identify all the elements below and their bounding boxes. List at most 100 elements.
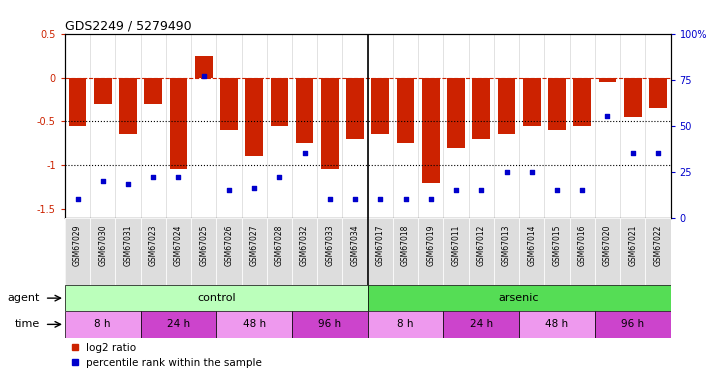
Text: GSM67015: GSM67015 xyxy=(552,224,562,266)
Bar xyxy=(598,78,616,82)
Bar xyxy=(245,78,263,156)
Bar xyxy=(519,311,595,338)
Point xyxy=(324,196,336,202)
Text: GSM67032: GSM67032 xyxy=(300,224,309,266)
Bar xyxy=(649,78,667,108)
Bar xyxy=(90,217,115,285)
Bar xyxy=(645,217,671,285)
Text: GSM67020: GSM67020 xyxy=(603,224,612,266)
Bar xyxy=(469,217,494,285)
Text: 8 h: 8 h xyxy=(397,320,414,329)
Text: GSM67016: GSM67016 xyxy=(578,224,587,266)
Bar xyxy=(144,78,162,104)
Bar xyxy=(220,78,238,130)
Text: 96 h: 96 h xyxy=(621,320,645,329)
Text: GSM67012: GSM67012 xyxy=(477,224,486,266)
Bar xyxy=(346,78,364,139)
Point xyxy=(552,187,563,193)
Text: GSM67034: GSM67034 xyxy=(350,224,360,266)
Bar xyxy=(267,217,292,285)
Text: GSM67011: GSM67011 xyxy=(451,224,461,266)
Bar xyxy=(595,311,671,338)
Bar xyxy=(141,217,166,285)
Point xyxy=(123,182,134,188)
Text: GSM67024: GSM67024 xyxy=(174,224,183,266)
Point xyxy=(224,187,235,193)
Text: GSM67013: GSM67013 xyxy=(502,224,511,266)
Bar xyxy=(497,78,516,134)
Bar xyxy=(292,217,317,285)
Bar xyxy=(65,285,368,311)
Point xyxy=(627,150,639,156)
Bar xyxy=(443,217,469,285)
Bar xyxy=(169,78,187,170)
Bar xyxy=(321,78,339,170)
Bar xyxy=(368,217,393,285)
Text: 24 h: 24 h xyxy=(167,320,190,329)
Bar xyxy=(573,78,591,126)
Bar xyxy=(393,217,418,285)
Point xyxy=(173,174,185,180)
Point xyxy=(375,196,386,202)
Point xyxy=(653,150,664,156)
Bar xyxy=(216,311,292,338)
Bar xyxy=(472,78,490,139)
Text: 24 h: 24 h xyxy=(469,320,493,329)
Bar xyxy=(548,78,566,130)
Bar xyxy=(447,78,465,147)
Text: GSM67014: GSM67014 xyxy=(527,224,536,266)
Text: 96 h: 96 h xyxy=(318,320,342,329)
Bar xyxy=(570,217,595,285)
Text: GDS2249 / 5279490: GDS2249 / 5279490 xyxy=(65,20,192,33)
Text: GSM67031: GSM67031 xyxy=(123,224,133,266)
Point xyxy=(148,174,159,180)
Bar xyxy=(216,217,242,285)
Point xyxy=(400,196,412,202)
Bar xyxy=(624,78,642,117)
Text: GSM67026: GSM67026 xyxy=(224,224,234,266)
Bar xyxy=(242,217,267,285)
Point xyxy=(198,73,210,79)
Bar xyxy=(292,311,368,338)
Bar xyxy=(371,78,389,134)
Bar xyxy=(494,217,519,285)
Text: GSM67019: GSM67019 xyxy=(426,224,435,266)
Bar xyxy=(270,78,288,126)
Text: agent: agent xyxy=(7,293,40,303)
Bar xyxy=(443,311,519,338)
Point xyxy=(476,187,487,193)
Text: GSM67025: GSM67025 xyxy=(199,224,208,266)
Text: GSM67021: GSM67021 xyxy=(628,224,637,266)
Text: time: time xyxy=(14,320,40,329)
Point xyxy=(274,174,286,180)
Point xyxy=(577,187,588,193)
Text: 48 h: 48 h xyxy=(242,320,266,329)
Bar xyxy=(65,217,90,285)
Bar xyxy=(620,217,645,285)
Bar xyxy=(368,285,671,311)
Text: GSM67028: GSM67028 xyxy=(275,224,284,266)
Point xyxy=(450,187,462,193)
Point xyxy=(299,150,311,156)
Point xyxy=(97,178,109,184)
Bar xyxy=(342,217,368,285)
Text: GSM67033: GSM67033 xyxy=(325,224,335,266)
Bar xyxy=(166,217,191,285)
Text: arsenic: arsenic xyxy=(499,293,539,303)
Point xyxy=(501,169,513,175)
Point xyxy=(425,196,437,202)
Bar xyxy=(115,217,141,285)
Text: GSM67017: GSM67017 xyxy=(376,224,385,266)
Text: GSM67022: GSM67022 xyxy=(653,224,663,266)
Point xyxy=(602,113,614,119)
Bar xyxy=(422,78,440,183)
Text: GSM67029: GSM67029 xyxy=(73,224,82,266)
Bar xyxy=(68,78,87,126)
Text: GSM67027: GSM67027 xyxy=(249,224,259,266)
Text: 48 h: 48 h xyxy=(545,320,569,329)
Bar xyxy=(191,217,216,285)
Bar xyxy=(119,78,137,134)
Point xyxy=(350,196,361,202)
Bar xyxy=(195,56,213,78)
Text: GSM67030: GSM67030 xyxy=(98,224,107,266)
